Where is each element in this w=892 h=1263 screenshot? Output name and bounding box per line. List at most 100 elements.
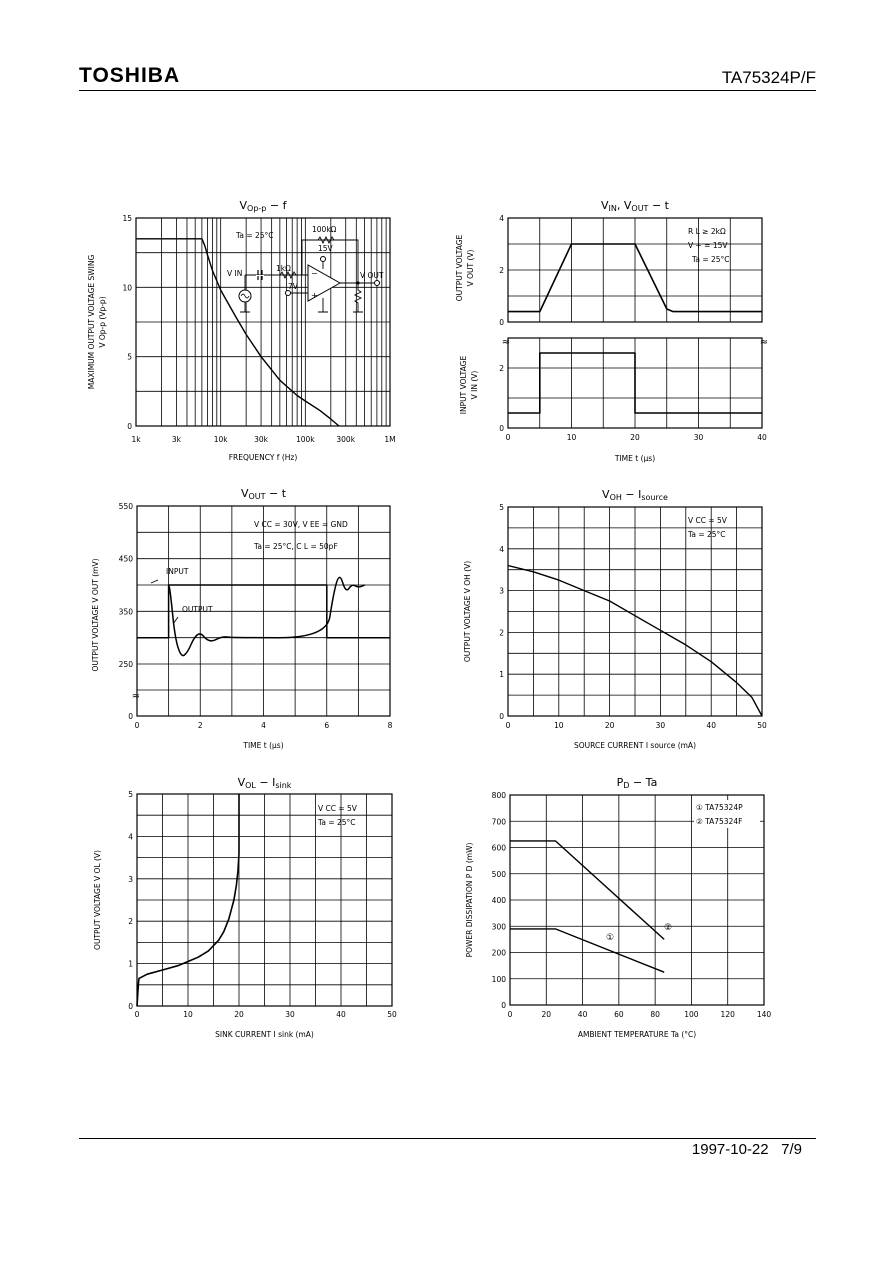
- annotation: 2: [198, 721, 203, 730]
- annotation: 40: [757, 433, 767, 442]
- annotation: 100kΩ: [312, 225, 337, 234]
- footer-page: 7/9: [781, 1141, 802, 1158]
- chart-vopp-f: VOp-p − f 1k 3k 10k 30k 100k 300k 1M 0 5 10 15 FREQU…: [87, 199, 396, 462]
- feedback-resistor: [317, 235, 335, 245]
- inset-circuit: −+: [238, 235, 380, 313]
- annotation: +: [311, 291, 318, 300]
- annotation: V CC = 5V: [688, 516, 728, 525]
- series-line-1: [510, 928, 665, 973]
- annotation: 0: [135, 1010, 140, 1019]
- plot-frame: [136, 793, 393, 1007]
- chart-pd-ta: PD − Ta 0 20 40 60 80 100 120 140 0 100 200 300 400 50…: [465, 776, 771, 1039]
- input-resistor: [279, 270, 297, 280]
- annotation: 2: [499, 364, 504, 373]
- chart-title-part: OUT: [631, 204, 648, 213]
- annotation: 6: [324, 721, 329, 730]
- annotation: 3: [128, 875, 133, 884]
- series-output: [167, 576, 365, 657]
- annotation: 10: [554, 721, 564, 730]
- y-axis-label: OUTPUT VOLTAGE V OL (V): [93, 850, 102, 950]
- series-vin: [508, 352, 762, 414]
- chart-title: VOUT − t: [241, 487, 287, 501]
- plot-frame: [136, 505, 391, 717]
- annotation: ②: [664, 923, 672, 933]
- annotation: 1M: [384, 435, 395, 444]
- chart-title-part: V: [241, 487, 249, 500]
- y-axis-label: V Op-p (Vp-p): [98, 296, 107, 347]
- y-axis-label: OUTPUT VOLTAGE V OH (V): [463, 561, 472, 662]
- annotation: 30: [285, 1010, 295, 1019]
- annotation: 100: [492, 975, 507, 984]
- annotation: 0: [499, 712, 504, 721]
- annotation: SOURCE CURRENT I source (mA): [574, 741, 696, 750]
- annotation: TIME t (μs): [242, 741, 283, 750]
- annotation: R L ≥ 2kΩ: [688, 227, 726, 236]
- chart-title-part: − f: [266, 199, 287, 212]
- part-number: TA75324P/F: [721, 68, 816, 87]
- footer-date: 1997-10-22: [691, 1141, 769, 1158]
- annotation: FREQUENCY f (Hz): [229, 453, 298, 462]
- annotation: 0: [135, 721, 140, 730]
- annotation: 3: [499, 587, 504, 596]
- annotation: 0: [499, 424, 504, 433]
- y-axis-label: V OUT (V): [466, 250, 475, 287]
- annotation: V IN: [227, 269, 242, 278]
- annotation: 0: [127, 422, 132, 431]
- y-axis-label: POWER DISSIPATION P D (mW): [465, 843, 474, 958]
- plot-frame: [507, 506, 763, 717]
- annotation: 400: [492, 896, 507, 905]
- annotation: 15V: [318, 244, 334, 253]
- annotation: 30: [694, 433, 704, 442]
- chart-title-part: V: [602, 488, 610, 501]
- annotation: 100k: [296, 435, 315, 444]
- chart-title-part: V: [238, 776, 246, 789]
- series-line-2: [510, 840, 665, 940]
- annotation: 40: [578, 1010, 588, 1019]
- chart-title-part: D: [623, 781, 629, 790]
- annotation: AMBIENT TEMPERATURE Ta (°C): [578, 1030, 696, 1039]
- y-axis-label: OUTPUT VOLTAGE V OUT (mV): [91, 558, 100, 671]
- cap-gap: [256, 275, 264, 276]
- ground-symbol: [318, 298, 328, 313]
- series-line: [136, 238, 340, 427]
- annotation: 50: [757, 721, 767, 730]
- header-rule: [79, 90, 816, 91]
- chart-title: VOL − Isink: [238, 776, 292, 790]
- y-axis-label: MAXIMUM OUTPUT VOLTAGE SWING: [87, 255, 96, 390]
- chart-title: VIN, VOUT − t: [601, 199, 670, 213]
- vplus-terminal: [320, 256, 326, 262]
- annotation: Ta = 25°C, C L = 50pF: [253, 542, 338, 551]
- annotation: V + = 15V: [688, 241, 728, 250]
- annotation: Ta = 25°C: [317, 818, 356, 827]
- annotation: Ta = 25°C: [687, 530, 726, 539]
- y-axis-label: V IN (V): [470, 371, 479, 400]
- annotation: 2: [499, 266, 504, 275]
- annotation: 0: [499, 318, 504, 327]
- plot-frame-upper: [507, 217, 763, 323]
- annotation: ≈: [132, 691, 140, 702]
- load-resistor: [353, 283, 363, 313]
- ref-terminal: [285, 290, 291, 296]
- annotation: 7V: [288, 282, 299, 291]
- annotation: 5: [128, 790, 133, 799]
- annotation: −: [311, 269, 318, 278]
- chart-title-part: OH: [610, 493, 622, 502]
- chart-title-part: sink: [275, 781, 291, 790]
- source-wire: [240, 275, 250, 313]
- annotation: OUTPUT: [182, 605, 213, 614]
- footer-date-page: 1997-10-22 7/9: [692, 1141, 802, 1158]
- annotation: 40: [706, 721, 716, 730]
- annotation: 60: [614, 1010, 624, 1019]
- annotation: 300: [492, 922, 507, 931]
- annotation: ≈: [760, 337, 768, 348]
- annotation: 4: [128, 832, 133, 841]
- annotation: 30k: [254, 435, 269, 444]
- y-axis-label: OUTPUT VOLTAGE: [455, 234, 464, 301]
- annotation: 120: [721, 1010, 736, 1019]
- annotation: ① TA75324P: [696, 803, 743, 812]
- annotation: 1: [128, 960, 133, 969]
- annotation: 10k: [214, 435, 229, 444]
- annotation: 100: [684, 1010, 699, 1019]
- sine-wave-icon: [240, 293, 250, 299]
